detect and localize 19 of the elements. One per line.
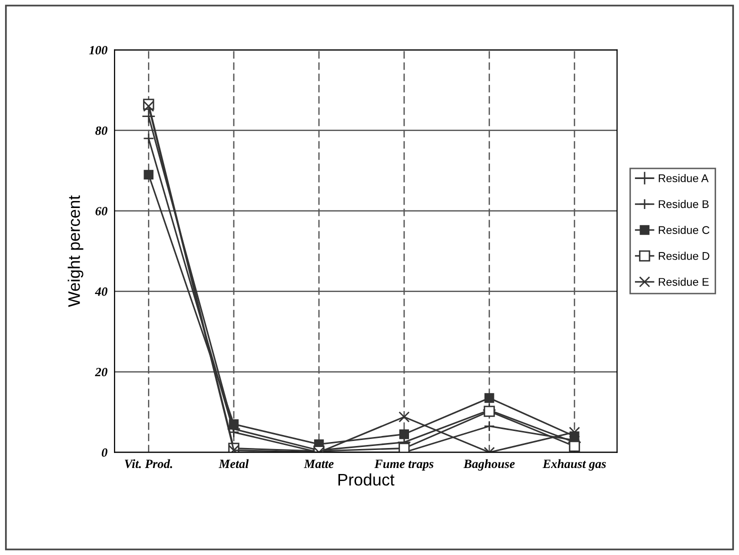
- y-tick-label: 20: [94, 368, 108, 376]
- y-tick-label: 60: [96, 206, 108, 216]
- legend-label: Residue B: [658, 200, 709, 208]
- legend-label: Residue E: [658, 278, 709, 286]
- x-tick-label: Exhaust gas: [542, 459, 606, 471]
- y-tick-label: 80: [95, 126, 108, 135]
- x-axis-title: Product: [338, 473, 394, 486]
- y-tick-label: 0: [102, 448, 108, 457]
- x-tick-label: Metal: [218, 459, 249, 468]
- y-tick-label: 40: [94, 287, 108, 296]
- legend-label: Residue A: [658, 174, 709, 182]
- y-axis-title: Weight percent: [68, 195, 84, 307]
- legend-label: Residue C: [658, 226, 710, 234]
- legend-label: Residue D: [658, 252, 710, 260]
- x-tick-label: Baghouse: [463, 459, 515, 471]
- x-tick-label: Vit. Prod.: [124, 459, 172, 468]
- x-tick-label: Fume traps: [374, 460, 434, 471]
- y-tick-label: 100: [89, 46, 108, 54]
- x-tick-label: Matte: [304, 460, 334, 468]
